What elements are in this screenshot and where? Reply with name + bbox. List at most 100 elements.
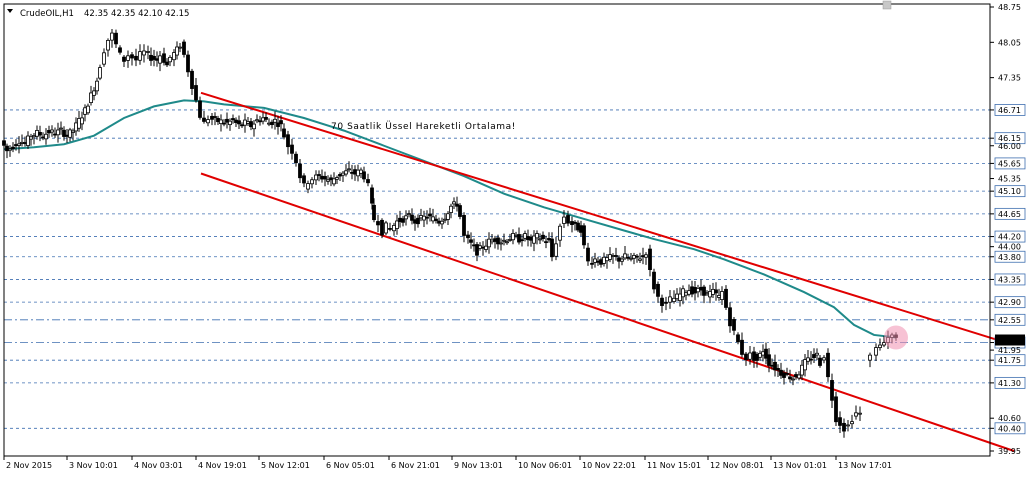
candle-body bbox=[458, 205, 462, 217]
candle-body bbox=[306, 183, 310, 190]
candle-body bbox=[602, 256, 606, 264]
trend-channel bbox=[200, 91, 1015, 452]
candle-body bbox=[102, 52, 106, 65]
candle-body bbox=[134, 55, 138, 61]
candle-body bbox=[62, 129, 66, 137]
candle-body bbox=[579, 225, 583, 233]
candle-body bbox=[410, 214, 414, 221]
level-label-box bbox=[994, 296, 1026, 309]
candles bbox=[2, 28, 898, 438]
current-price-box bbox=[995, 334, 1025, 346]
y-tick-label: 39.95 bbox=[998, 447, 1021, 456]
candle-body bbox=[505, 241, 509, 244]
candle-body bbox=[273, 118, 277, 123]
candle-body bbox=[146, 51, 150, 53]
candle-body bbox=[776, 368, 780, 371]
level-label-box bbox=[994, 207, 1026, 220]
candle-body bbox=[550, 238, 554, 258]
candle-body bbox=[261, 117, 265, 122]
candle-body bbox=[92, 90, 96, 96]
candle-body bbox=[437, 220, 441, 224]
candle-body bbox=[359, 169, 363, 174]
candle-body bbox=[231, 118, 235, 121]
candle-body bbox=[681, 288, 685, 298]
candle-body bbox=[186, 54, 190, 73]
candle-body bbox=[332, 178, 336, 185]
candle-body bbox=[608, 254, 612, 260]
candle-body bbox=[71, 130, 75, 133]
current-price-marker bbox=[884, 325, 908, 350]
y-tick-label: 47.35 bbox=[998, 74, 1021, 83]
candle-body bbox=[623, 253, 627, 259]
x-tick-label: 10 Nov 22:01 bbox=[582, 461, 636, 470]
candle-body bbox=[190, 70, 194, 89]
channel-lower-line bbox=[200, 172, 1015, 452]
x-tick-label: 11 Nov 15:01 bbox=[647, 461, 701, 470]
candle-body bbox=[826, 352, 830, 378]
candle-body bbox=[202, 117, 206, 122]
candle-body bbox=[544, 241, 548, 244]
candle-body bbox=[558, 225, 562, 241]
candle-body bbox=[20, 141, 24, 144]
candle-body bbox=[547, 238, 551, 241]
candle-body bbox=[398, 217, 402, 222]
candle-body bbox=[219, 119, 223, 125]
candle-body bbox=[53, 133, 57, 136]
candle-body bbox=[758, 352, 762, 358]
candle-body bbox=[586, 247, 590, 262]
candle-body bbox=[175, 46, 179, 56]
candle-body bbox=[95, 80, 99, 92]
y-tick-label: 46.71 bbox=[998, 106, 1021, 115]
candle-body bbox=[122, 56, 126, 62]
candle-body bbox=[206, 119, 210, 124]
candle-body bbox=[535, 233, 539, 239]
candle-body bbox=[635, 255, 639, 258]
candle-body bbox=[126, 55, 130, 61]
candle-body bbox=[366, 179, 370, 184]
level-label-box bbox=[994, 273, 1026, 286]
ohlc-values: 42.35 42.35 42.10 42.15 bbox=[84, 9, 189, 19]
x-tick-label: 4 Nov 03:01 bbox=[134, 461, 183, 470]
candle-body bbox=[822, 357, 826, 361]
candle-body bbox=[838, 417, 842, 426]
candle-body bbox=[286, 134, 290, 148]
candle-body bbox=[617, 257, 621, 262]
candle-body bbox=[86, 105, 90, 114]
candle-body bbox=[800, 364, 804, 376]
candle-body bbox=[422, 215, 426, 221]
candle-body bbox=[50, 129, 54, 133]
candle-body bbox=[446, 213, 450, 220]
candle-body bbox=[462, 215, 466, 236]
candle-body bbox=[517, 234, 521, 243]
candle-body bbox=[8, 148, 12, 151]
candle-body bbox=[466, 234, 470, 239]
candle-body bbox=[168, 56, 172, 63]
x-tick-label: 9 Nov 13:01 bbox=[454, 461, 503, 470]
candle-body bbox=[797, 374, 801, 379]
candle-body bbox=[570, 221, 574, 225]
candle-body bbox=[573, 221, 577, 224]
candle-body bbox=[282, 128, 286, 138]
candle-body bbox=[38, 132, 42, 136]
candle-body bbox=[310, 179, 314, 185]
candle-body bbox=[243, 119, 247, 126]
candle-body bbox=[687, 290, 691, 295]
chevron-down-icon[interactable] bbox=[7, 9, 13, 13]
candle-body bbox=[740, 339, 744, 355]
candle-body bbox=[878, 344, 882, 348]
candle-body bbox=[773, 361, 777, 371]
candle-body bbox=[652, 271, 656, 290]
candle-body bbox=[690, 286, 694, 295]
candle-body bbox=[605, 257, 609, 262]
candle-body bbox=[44, 133, 48, 140]
candle-body bbox=[576, 222, 580, 231]
y-tick-label: 43.80 bbox=[998, 253, 1021, 262]
candle-body bbox=[648, 248, 652, 271]
candle-body bbox=[562, 216, 566, 224]
candle-body bbox=[882, 342, 886, 346]
candle-body bbox=[362, 171, 366, 180]
x-tick-label: 13 Nov 17:01 bbox=[838, 461, 892, 470]
candle-body bbox=[854, 412, 858, 417]
candle-body bbox=[593, 258, 597, 263]
